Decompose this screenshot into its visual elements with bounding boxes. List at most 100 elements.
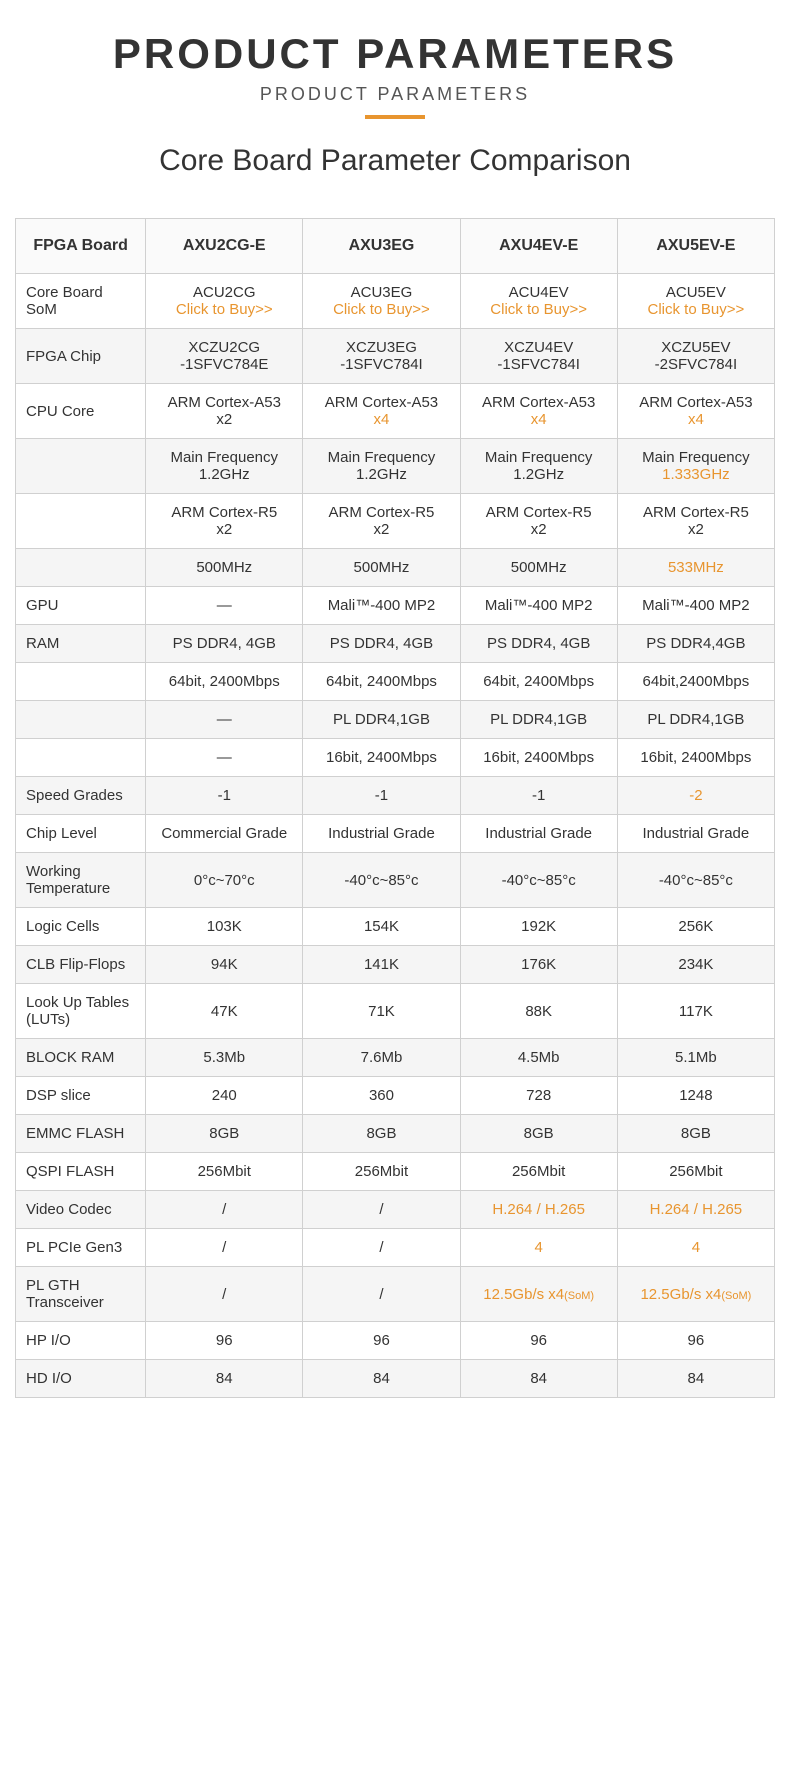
- cell: 192K: [460, 908, 617, 946]
- cell: PS DDR4, 4GB: [460, 625, 617, 663]
- cell: 16bit, 2400Mbps: [460, 739, 617, 777]
- cell: 5.3Mb: [146, 1039, 303, 1077]
- cell: -40°c~85°c: [617, 853, 774, 908]
- row-dsp: DSP slice 240 360 728 1248: [16, 1077, 775, 1115]
- buy-link[interactable]: Click to Buy>>: [490, 301, 587, 318]
- cell: PL DDR4,1GB: [617, 701, 774, 739]
- row-luts: Look Up Tables (LUTs) 47K 71K 88K 117K: [16, 984, 775, 1039]
- cell: 8GB: [146, 1115, 303, 1153]
- cell: 64bit, 2400Mbps: [303, 663, 460, 701]
- cell: 4: [460, 1229, 617, 1267]
- cell: /: [303, 1267, 460, 1322]
- cell: Mali™-400 MP2: [460, 587, 617, 625]
- header-col2: AXU3EG: [303, 219, 460, 274]
- cell: Main Frequency1.2GHz: [146, 439, 303, 494]
- cell: ARM Cortex-A53x4: [303, 384, 460, 439]
- comparison-table: FPGA Board AXU2CG-E AXU3EG AXU4EV-E AXU5…: [15, 218, 775, 1398]
- row-speed-grades: Speed Grades -1 -1 -1 -2: [16, 777, 775, 815]
- buy-link[interactable]: Click to Buy>>: [333, 301, 430, 318]
- cell: PS DDR4, 4GB: [146, 625, 303, 663]
- cell: 64bit, 2400Mbps: [460, 663, 617, 701]
- cell: 47K: [146, 984, 303, 1039]
- cell: Commercial Grade: [146, 815, 303, 853]
- cell: H.264 / H.265: [617, 1191, 774, 1229]
- label-empty: [16, 663, 146, 701]
- label-chip-level: Chip Level: [16, 815, 146, 853]
- cell: PL DDR4,1GB: [460, 701, 617, 739]
- cell: Main Frequency1.2GHz: [460, 439, 617, 494]
- header-col4: AXU5EV-E: [617, 219, 774, 274]
- row-logic-cells: Logic Cells 103K 154K 192K 256K: [16, 908, 775, 946]
- cell: 88K: [460, 984, 617, 1039]
- label-ram: RAM: [16, 625, 146, 663]
- label-empty: [16, 701, 146, 739]
- title-underline: [365, 115, 425, 119]
- cell: 0°c~70°c: [146, 853, 303, 908]
- cell: 234K: [617, 946, 774, 984]
- cell: /: [146, 1229, 303, 1267]
- row-ram-pl: — PL DDR4,1GB PL DDR4,1GB PL DDR4,1GB: [16, 701, 775, 739]
- label-block-ram: BLOCK RAM: [16, 1039, 146, 1077]
- cell: 84: [303, 1360, 460, 1398]
- cell: 141K: [303, 946, 460, 984]
- cell: /: [303, 1229, 460, 1267]
- cell: 94K: [146, 946, 303, 984]
- label-cpu-core: CPU Core: [16, 384, 146, 439]
- label-qspi: QSPI FLASH: [16, 1153, 146, 1191]
- row-hd-io: HD I/O 84 84 84 84: [16, 1360, 775, 1398]
- label-gpu: GPU: [16, 587, 146, 625]
- cell: 4.5Mb: [460, 1039, 617, 1077]
- table-header-row: FPGA Board AXU2CG-E AXU3EG AXU4EV-E AXU5…: [16, 219, 775, 274]
- cell: 16bit, 2400Mbps: [617, 739, 774, 777]
- row-qspi: QSPI FLASH 256Mbit 256Mbit 256Mbit 256Mb…: [16, 1153, 775, 1191]
- cell: -40°c~85°c: [303, 853, 460, 908]
- header-col1: AXU2CG-E: [146, 219, 303, 274]
- buy-link[interactable]: Click to Buy>>: [176, 301, 273, 318]
- cell: 256Mbit: [303, 1153, 460, 1191]
- cell: 500MHz: [303, 549, 460, 587]
- row-fpga-chip: FPGA Chip XCZU2CG-1SFVC784E XCZU3EG-1SFV…: [16, 329, 775, 384]
- cell: ACU2CGClick to Buy>>: [146, 274, 303, 329]
- cell: /: [146, 1267, 303, 1322]
- label-luts: Look Up Tables (LUTs): [16, 984, 146, 1039]
- cell: XCZU2CG-1SFVC784E: [146, 329, 303, 384]
- sub-title: PRODUCT PARAMETERS: [0, 84, 790, 105]
- row-working-temp: Working Temperature 0°c~70°c -40°c~85°c …: [16, 853, 775, 908]
- cell: Main Frequency1.333GHz: [617, 439, 774, 494]
- row-ram-ps-spec: 64bit, 2400Mbps 64bit, 2400Mbps 64bit, 2…: [16, 663, 775, 701]
- label-logic-cells: Logic Cells: [16, 908, 146, 946]
- cell: 64bit,2400Mbps: [617, 663, 774, 701]
- label-video-codec: Video Codec: [16, 1191, 146, 1229]
- cell: 12.5Gb/s x4(SoM): [617, 1267, 774, 1322]
- buy-link[interactable]: Click to Buy>>: [648, 301, 745, 318]
- row-cpu-a53: CPU Core ARM Cortex-A53x2 ARM Cortex-A53…: [16, 384, 775, 439]
- cell: ARM Cortex-A53x4: [617, 384, 774, 439]
- cell: 4: [617, 1229, 774, 1267]
- cell: 360: [303, 1077, 460, 1115]
- cell: XCZU4EV-1SFVC784I: [460, 329, 617, 384]
- cell: PL DDR4,1GB: [303, 701, 460, 739]
- row-cpu-r5: ARM Cortex-R5x2 ARM Cortex-R5x2 ARM Cort…: [16, 494, 775, 549]
- cell: 84: [617, 1360, 774, 1398]
- cell: Industrial Grade: [617, 815, 774, 853]
- cell: ARM Cortex-R5x2: [460, 494, 617, 549]
- comparison-title: Core Board Parameter Comparison: [0, 144, 790, 178]
- cell: H.264 / H.265: [460, 1191, 617, 1229]
- cell: 7.6Mb: [303, 1039, 460, 1077]
- cell: 8GB: [617, 1115, 774, 1153]
- row-gpu: GPU — Mali™-400 MP2 Mali™-400 MP2 Mali™-…: [16, 587, 775, 625]
- cell: 5.1Mb: [617, 1039, 774, 1077]
- cell: PS DDR4,4GB: [617, 625, 774, 663]
- row-video-codec: Video Codec / / H.264 / H.265 H.264 / H.…: [16, 1191, 775, 1229]
- cell: 96: [303, 1322, 460, 1360]
- cell: -1: [303, 777, 460, 815]
- cell: XCZU5EV-2SFVC784I: [617, 329, 774, 384]
- cell: 500MHz: [146, 549, 303, 587]
- header-col3: AXU4EV-E: [460, 219, 617, 274]
- label-hp-io: HP I/O: [16, 1322, 146, 1360]
- cell: 96: [460, 1322, 617, 1360]
- row-clb: CLB Flip-Flops 94K 141K 176K 234K: [16, 946, 775, 984]
- cell: Mali™-400 MP2: [303, 587, 460, 625]
- cell: 96: [617, 1322, 774, 1360]
- cell: 8GB: [303, 1115, 460, 1153]
